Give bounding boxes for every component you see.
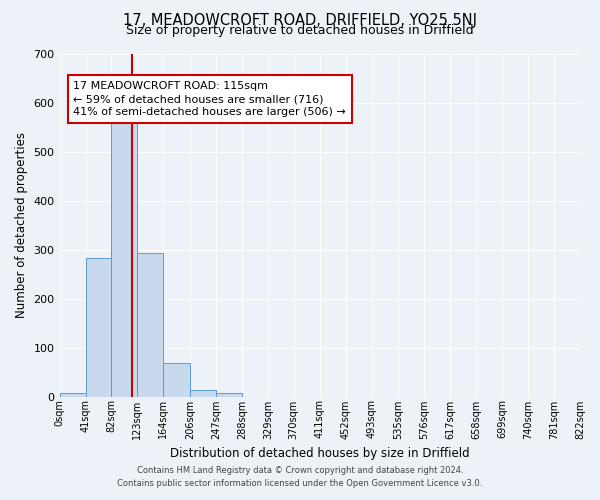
Text: 17 MEADOWCROFT ROAD: 115sqm
← 59% of detached houses are smaller (716)
41% of se: 17 MEADOWCROFT ROAD: 115sqm ← 59% of det… bbox=[73, 81, 346, 118]
Y-axis label: Number of detached properties: Number of detached properties bbox=[15, 132, 28, 318]
Text: 17, MEADOWCROFT ROAD, DRIFFIELD, YO25 5NJ: 17, MEADOWCROFT ROAD, DRIFFIELD, YO25 5N… bbox=[123, 12, 477, 28]
Text: Contains HM Land Registry data © Crown copyright and database right 2024.
Contai: Contains HM Land Registry data © Crown c… bbox=[118, 466, 482, 487]
Bar bbox=[86, 258, 112, 396]
Bar bbox=[163, 363, 190, 396]
Bar bbox=[137, 253, 163, 396]
Bar bbox=[112, 122, 137, 396]
Bar bbox=[190, 390, 216, 396]
X-axis label: Distribution of detached houses by size in Driffield: Distribution of detached houses by size … bbox=[170, 447, 470, 460]
Text: Size of property relative to detached houses in Driffield: Size of property relative to detached ho… bbox=[126, 24, 474, 37]
Bar bbox=[59, 393, 86, 396]
Bar bbox=[216, 392, 242, 396]
